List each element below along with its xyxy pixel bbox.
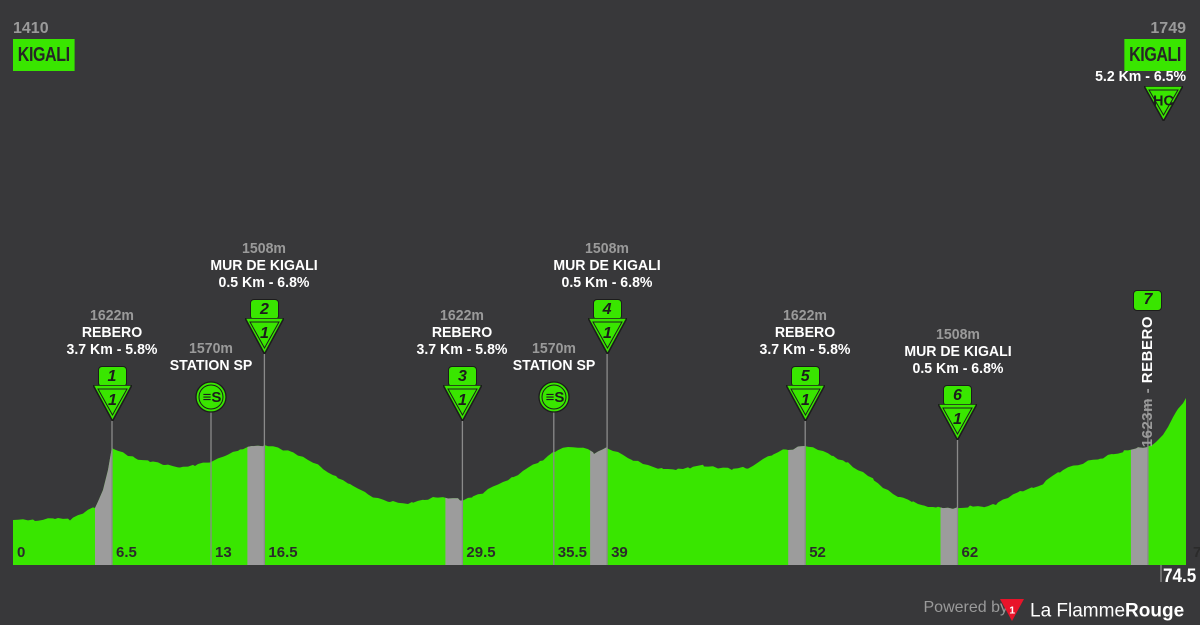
svg-text:1: 1	[1009, 605, 1015, 617]
svg-text:La FlammeRouge: La FlammeRouge	[1030, 601, 1184, 622]
